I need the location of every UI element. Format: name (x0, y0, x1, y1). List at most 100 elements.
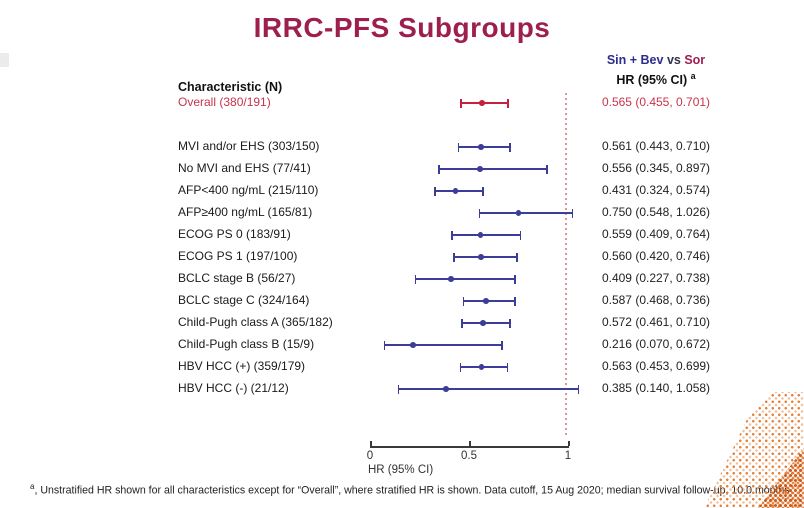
x-axis-tick-label: 0 (366, 450, 374, 462)
ci-line (383, 344, 504, 346)
point-estimate-dot (477, 232, 484, 238)
point-estimate-dot (483, 298, 490, 304)
hr-ci-value: 0.587 (0.468, 0.736) (601, 293, 711, 307)
error-bar (434, 186, 484, 196)
ci-cap (514, 274, 517, 284)
x-axis-line (370, 446, 569, 448)
point-estimate-dot (477, 166, 483, 172)
row-label: AFP<400 ng/mL (215/110) (178, 183, 319, 197)
hr-column-header: HR (95% CI) a (616, 71, 696, 88)
ci-cap (507, 98, 509, 108)
ci-line (434, 190, 484, 192)
row-label: HBV HCC (-) (21/12) (178, 381, 289, 395)
error-bar (459, 362, 509, 372)
ci-line (438, 168, 548, 170)
row-label: Child-Pugh class A (365/182) (178, 315, 333, 329)
x-axis-tick-label: 0.5 (461, 450, 477, 462)
ci-line (451, 234, 522, 236)
hr-ci-value: 0.409 (0.227, 0.738) (601, 271, 711, 285)
hr-header-superscript: a (690, 71, 696, 81)
row-label: HBV HCC (+) (359/179) (178, 359, 306, 373)
point-estimate-dot (478, 254, 484, 260)
ci-cap (516, 252, 518, 262)
error-bar (478, 208, 574, 218)
error-bar (453, 252, 518, 262)
row-label: No MVI and EHS (77/41) (178, 161, 311, 175)
ci-cap (514, 296, 516, 306)
hr-ci-value: 0.385 (0.140, 1.058) (601, 381, 711, 395)
arm2-label: Sor (684, 53, 706, 67)
hr-ci-value: 0.563 (0.453, 0.699) (601, 359, 711, 373)
ci-cap (509, 318, 511, 328)
ci-line (414, 278, 517, 280)
point-estimate-dot (409, 342, 416, 348)
vs-label: vs (666, 53, 681, 67)
ci-cap (501, 340, 504, 350)
x-axis-tick (568, 441, 570, 446)
error-bar (438, 164, 548, 174)
error-bar (460, 98, 509, 108)
ci-cap (460, 98, 462, 108)
row-label: AFP≥400 ng/mL (165/81) (178, 205, 313, 219)
error-bar (462, 296, 516, 306)
ci-cap (478, 208, 481, 218)
x-axis-tick (370, 441, 372, 446)
ci-cap (577, 384, 580, 394)
ci-cap (414, 274, 417, 284)
footnote-superscript: a (30, 482, 35, 491)
ci-cap (546, 164, 548, 174)
hr-ci-value: 0.431 (0.324, 0.574) (601, 183, 711, 197)
point-estimate-dot (480, 320, 487, 326)
ci-line (397, 388, 580, 390)
ci-cap (453, 252, 455, 262)
footnote: a, Unstratified HR shown for all charact… (30, 482, 790, 497)
comparison-header: Sin + Bev vs Sor (572, 53, 740, 67)
point-estimate-dot (478, 144, 484, 150)
error-bar (414, 274, 517, 284)
ci-cap (434, 186, 436, 196)
error-bar (383, 340, 504, 350)
error-bar (397, 384, 580, 394)
ci-line (453, 256, 518, 258)
ci-cap (461, 318, 463, 328)
point-estimate-dot (479, 100, 485, 106)
point-estimate-dot (478, 364, 485, 370)
point-estimate-dot (452, 188, 459, 194)
point-estimate-dot (443, 386, 449, 392)
hr-ci-value: 0.556 (0.345, 0.897) (601, 161, 711, 175)
hr-ci-value: 0.216 (0.070, 0.672) (601, 337, 711, 351)
error-bar (457, 142, 511, 152)
ci-cap (457, 142, 460, 152)
x-axis-title: HR (95% CI) (368, 464, 434, 476)
ci-cap (508, 142, 511, 152)
ci-cap (519, 230, 522, 240)
row-label: ECOG PS 0 (183/91) (178, 227, 291, 241)
error-bar (451, 230, 522, 240)
left-edge-decoration (0, 53, 9, 67)
ci-cap (383, 340, 386, 350)
ci-cap (462, 296, 465, 306)
row-label: Overall (380/191) (178, 95, 271, 109)
ci-line (462, 300, 516, 302)
row-label: BCLC stage C (324/164) (178, 293, 310, 307)
hr-ci-value: 0.559 (0.409, 0.764) (601, 227, 711, 241)
ci-cap (571, 208, 574, 218)
x-axis-tick-label: 1 (564, 450, 572, 462)
ci-cap (459, 362, 462, 372)
page-title: IRRC-PFS Subgroups (253, 12, 551, 43)
reference-line-hr1 (565, 93, 567, 437)
error-bar (461, 318, 511, 328)
row-label: BCLC stage B (56/27) (178, 271, 296, 285)
row-label: Child-Pugh class B (15/9) (178, 337, 315, 351)
ci-cap (397, 384, 400, 394)
hr-ci-value: 0.560 (0.420, 0.746) (601, 249, 711, 263)
hr-ci-value: 0.565 (0.455, 0.701) (601, 95, 711, 109)
ci-line (457, 146, 511, 148)
ci-cap (506, 362, 509, 372)
row-label: MVI and/or EHS (303/150) (178, 139, 320, 153)
hr-ci-value: 0.561 (0.443, 0.710) (601, 139, 711, 153)
x-axis-tick (469, 441, 471, 446)
point-estimate-dot (448, 276, 454, 282)
row-label: ECOG PS 1 (197/100) (178, 249, 298, 263)
